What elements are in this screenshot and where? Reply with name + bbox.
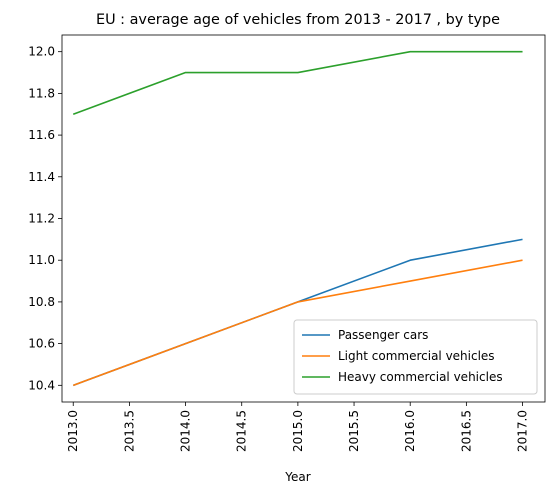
legend-box: [293, 319, 538, 395]
x-tick-label: 2015.0: [291, 410, 305, 452]
y-tick-label: 10.4: [28, 378, 55, 392]
y-tick-label: 11.6: [28, 128, 55, 142]
series-line-3: [72, 50, 523, 115]
legend: Passenger cars Light commercial vehicles H…: [293, 319, 538, 395]
y-tick-label: 12.0: [28, 45, 55, 59]
x-tick-label: 2016.0: [403, 410, 417, 452]
legend-label: Passenger cars: [338, 328, 428, 342]
y-tick-label: 11.2: [28, 212, 55, 226]
x-axis-label: Year: [284, 470, 310, 484]
chart-title: EU : average age of vehicles from 2013 -…: [96, 12, 500, 28]
y-tick-label: 11.0: [28, 253, 55, 267]
series-line-2: [72, 259, 523, 387]
y-tick-label: 11.4: [28, 170, 55, 184]
legend-label: Light commercial vehicles: [338, 349, 495, 363]
x-tick-label: 2013.5: [122, 410, 136, 452]
y-tick-label: 10.8: [28, 295, 55, 309]
x-tick-label: 2015.5: [347, 410, 361, 452]
x-tick-label: 2014.0: [179, 410, 193, 452]
x-tick-label: 2013.0: [66, 410, 80, 452]
legend-label: Heavy commercial vehicles: [338, 370, 503, 384]
x-tick-label: 2014.5: [235, 410, 249, 452]
y-tick-label: 11.8: [28, 86, 55, 100]
x-tick-label: 2016.5: [459, 410, 473, 452]
plot-area: 2013.0 2013.5 2014.0 2014.5 2015.0 2015.5 2016…: [28, 34, 546, 452]
y-tick-label: 10.6: [28, 337, 55, 351]
x-tick-label: 2017.0: [516, 410, 530, 452]
